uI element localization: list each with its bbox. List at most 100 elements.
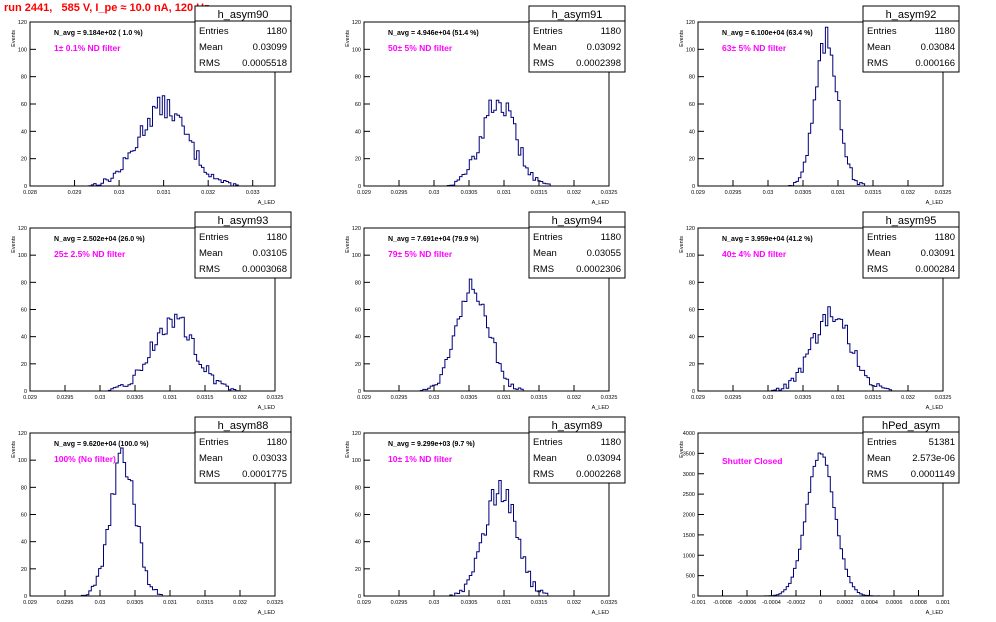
y-tick-label: 120 (352, 20, 361, 26)
y-tick-label: 80 (21, 280, 27, 286)
y-tick-label: 60 (21, 513, 27, 519)
navg-label: N_avg = 7.691e+04 (79.9 %) (388, 236, 479, 243)
y-tick-label: 20 (355, 157, 361, 163)
x-tick-label: 0.03 (95, 395, 106, 401)
y-tick-label: 80 (21, 485, 27, 491)
stats-value: 0.0003068 (242, 264, 287, 275)
y-tick-label: 100 (18, 253, 27, 259)
navg-label: N_avg = 9.184e+02 ( 1.0 %) (54, 30, 143, 37)
x-tick-label: 0.031 (497, 600, 511, 606)
x-tick-label: 0.0006 (886, 600, 903, 606)
stats-box (194, 5, 292, 73)
x-tick-label: 0.031 (163, 600, 177, 606)
y-tick-label: 100 (686, 47, 695, 53)
x-tick-label: 0.029 (68, 190, 82, 196)
stats-key: RMS (867, 264, 888, 275)
stats-key: Mean (867, 42, 891, 53)
y-tick-label: 20 (689, 157, 695, 163)
y-tick-label: 120 (18, 226, 27, 232)
x-tick-label: 0.0295 (391, 190, 408, 196)
y-tick-label: 100 (352, 253, 361, 259)
histogram-panel-h_asym88: 0 20 40 60 80 100 120 0.029 0.0295 0.03 0.0305 0.03… (11, 416, 292, 616)
x-tick-label: 0.0315 (531, 395, 548, 401)
x-tick-label: 0.0305 (461, 600, 478, 606)
navg-label: N_avg = 3.959e+04 (41.2 %) (722, 236, 813, 243)
x-tick-label: 0.03 (95, 600, 106, 606)
x-tick-label: 0.032 (567, 600, 581, 606)
stats-key: Entries (199, 437, 229, 448)
y-tick-label: 100 (18, 458, 27, 464)
x-tick-label: 0.029 (357, 190, 371, 196)
x-tick-label: -0.0002 (787, 600, 806, 606)
y-tick-label: 60 (689, 308, 695, 314)
y-tick-label: 4000 (683, 431, 695, 437)
x-tick-label: 0.03 (429, 600, 440, 606)
x-tick-label: 0.028 (23, 190, 37, 196)
x-tick-label: 0.0305 (795, 395, 812, 401)
filter-label: 25± 2.5% ND filter (54, 249, 126, 259)
y-axis-label: Events (11, 30, 17, 47)
x-tick-label: 0.0315 (197, 395, 214, 401)
stats-value: 51381 (929, 437, 955, 448)
x-tick-label: 0.033 (246, 190, 260, 196)
stats-box (862, 416, 960, 484)
histogram-panel-hPed_asym: 0 500 1000 1500 2000 2500 3000 3500 4000 -0.001 -0… (679, 416, 960, 616)
histogram-panel-h_asym89: 0 20 40 60 80 100 120 0.029 0.0295 0.03 0.0305 0.03… (345, 416, 626, 616)
y-tick-label: 60 (355, 102, 361, 108)
x-tick-label: 0.03 (763, 190, 774, 196)
x-axis-label: A_LED (258, 200, 275, 206)
y-tick-label: 100 (352, 458, 361, 464)
x-tick-label: 0.0295 (725, 395, 742, 401)
stats-key: Mean (533, 42, 557, 53)
y-tick-label: 120 (686, 226, 695, 232)
y-axis-label: Events (679, 236, 685, 253)
y-tick-label: 40 (355, 335, 361, 341)
x-tick-label: 0.0325 (935, 395, 952, 401)
x-tick-label: 0.029 (691, 395, 705, 401)
x-tick-label: 0.029 (23, 395, 37, 401)
y-tick-label: 80 (355, 485, 361, 491)
histogram-line (698, 306, 943, 392)
filter-label: 79± 5% ND filter (388, 249, 453, 259)
x-tick-label: 0.032 (901, 190, 915, 196)
stats-key: RMS (533, 58, 554, 69)
stats-value: 0.03092 (587, 42, 621, 53)
navg-label: N_avg = 2.502e+04 (26.0 %) (54, 236, 145, 243)
y-tick-label: 100 (352, 47, 361, 53)
x-tick-label: 0.031 (497, 395, 511, 401)
stats-key: RMS (199, 58, 220, 69)
stats-value: 0.000284 (915, 264, 955, 275)
y-tick-label: 40 (21, 540, 27, 546)
y-tick-label: 20 (21, 157, 27, 163)
y-axis-label: Events (345, 441, 351, 458)
y-tick-label: 20 (355, 362, 361, 368)
x-tick-label: 0.0295 (391, 395, 408, 401)
y-axis-label: Events (679, 30, 685, 47)
x-axis-label: A_LED (926, 405, 943, 411)
histogram-panel-h_asym95: 0 20 40 60 80 100 120 0.029 0.0295 0.03 0.0305 0.03… (679, 211, 960, 411)
y-tick-label: 80 (21, 75, 27, 81)
stats-box (862, 5, 960, 73)
stats-box (194, 416, 292, 484)
x-axis-label: A_LED (592, 200, 609, 206)
stats-value: 1180 (935, 26, 955, 37)
x-tick-label: 0.032 (233, 395, 247, 401)
y-tick-label: 80 (355, 75, 361, 81)
y-tick-label: 40 (689, 129, 695, 135)
y-axis-label: Events (11, 236, 17, 253)
stats-value: 0.03099 (253, 42, 287, 53)
x-tick-label: 0.0315 (197, 600, 214, 606)
histogram-line (30, 313, 275, 392)
y-tick-label: 0 (692, 184, 695, 190)
stats-value: 0.03033 (253, 453, 287, 464)
x-tick-label: 0.03 (429, 395, 440, 401)
x-tick-label: 0.0325 (601, 395, 618, 401)
x-axis-label: A_LED (926, 610, 943, 616)
histogram-line (364, 278, 609, 392)
y-tick-label: 2500 (683, 492, 695, 498)
x-tick-label: 0.031 (157, 190, 171, 196)
stats-key: Mean (533, 248, 557, 259)
filter-label: 10± 1% ND filter (388, 454, 453, 464)
x-tick-label: 0.001 (936, 600, 950, 606)
stats-value: 2.573e-06 (912, 453, 955, 464)
